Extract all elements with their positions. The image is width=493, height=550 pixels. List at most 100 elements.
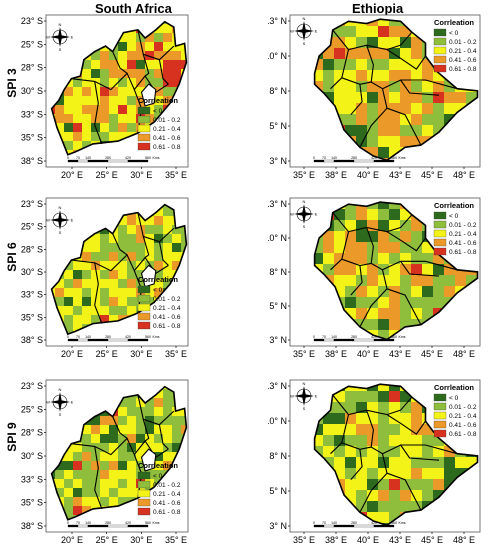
y-tick-label: 38° S: [21, 521, 43, 531]
grid-cell: [136, 87, 145, 96]
grid-cell: [422, 468, 433, 479]
grid-cell: [356, 136, 367, 147]
grid-cell: [314, 435, 323, 446]
grid-cell: [82, 252, 91, 261]
grid-cell: [378, 202, 389, 209]
correlation-legend: Corrleation < 0 0.01 - 0.2 0.21 - 0.4 0.41 -…: [433, 201, 477, 256]
grid-cell: [109, 497, 118, 506]
grid-cell: [64, 87, 73, 96]
grid-cell: [136, 51, 145, 60]
grid-cell: [55, 288, 64, 297]
grid-cell: [109, 51, 118, 60]
grid-cell: [314, 446, 323, 457]
grid-cell: [136, 434, 145, 443]
legend-label: < 0: [153, 108, 163, 115]
compass-label: E: [71, 218, 74, 223]
grid-cell: [118, 123, 127, 132]
x-tick-label: 45° E: [421, 535, 443, 545]
grid-cell: [118, 60, 127, 69]
grid-cell: [118, 261, 127, 270]
grid-cell: [356, 231, 367, 242]
scale-bar-label: 560: [145, 335, 151, 339]
legend-title: Corrleation: [434, 383, 474, 392]
grid-cell: [367, 103, 378, 114]
legend-swatch: [433, 402, 447, 411]
grid-cell: [334, 242, 345, 253]
grid-cell: [100, 96, 109, 105]
grid-cell: [378, 48, 389, 59]
grid-cell: [389, 479, 400, 490]
legend-label: 0.61 - 0.8: [449, 249, 477, 256]
compass-label: S: [303, 41, 306, 46]
legend-swatch: [137, 498, 151, 507]
grid-cell: [82, 105, 91, 114]
grid-cell: [345, 92, 356, 103]
grid-cell: [100, 488, 109, 497]
grid-cell: [411, 136, 422, 147]
grid-cell: [145, 60, 154, 69]
grid-cell: [411, 275, 422, 286]
grid-cell: [73, 288, 82, 297]
scale-bar-label: 70: [76, 156, 80, 160]
y-tick-label: 25° S: [21, 404, 43, 414]
grid-cell: [356, 479, 367, 490]
grid-cell: [181, 42, 187, 51]
grid-cell: [127, 33, 136, 42]
grid-cell: [433, 297, 444, 308]
grid-cell: [73, 306, 82, 315]
y-tick-label: 3° N: [269, 156, 287, 166]
grid-cell: [389, 402, 400, 413]
grid-cell: [367, 19, 378, 26]
grid-cell: [455, 468, 466, 479]
grid-cell: [64, 297, 73, 306]
grid-cell: [334, 220, 345, 231]
grid-cell: [314, 81, 323, 92]
grid-cell: [118, 297, 127, 306]
grid-cell: [356, 264, 367, 275]
grid-cell: [82, 497, 91, 506]
y-tick-label: 23° S: [21, 381, 43, 391]
legend-swatch: [433, 211, 447, 220]
compass-label: W: [46, 35, 50, 40]
grid-cell: [136, 60, 145, 69]
grid-cell: [345, 446, 356, 457]
grid-cell: [64, 123, 73, 132]
grid-cell: [334, 402, 345, 413]
grid-cell: [82, 434, 91, 443]
grid-cell: [55, 297, 64, 306]
x-tick-label: 45° E: [421, 349, 443, 359]
grid-cell: [118, 497, 127, 506]
grid-cell: [378, 103, 389, 114]
grid-cell: [345, 468, 356, 479]
x-tick-label: 35° E: [165, 535, 187, 545]
grid-cell: [378, 286, 389, 297]
legend-label: 0.61 - 0.8: [449, 66, 477, 73]
grid-cell: [154, 216, 163, 225]
legend-label: 0.21 - 0.4: [449, 231, 477, 238]
grid-cell: [433, 253, 444, 264]
grid-cell: [118, 78, 127, 87]
grid-cell: [367, 424, 378, 435]
legend-swatch: [137, 294, 151, 303]
grid-cell: [411, 59, 422, 70]
compass-label: E: [71, 400, 74, 405]
grid-cell: [163, 33, 172, 42]
grid-cell: [389, 264, 400, 275]
y-tick-label: 35° S: [21, 498, 43, 508]
grid-cell: [367, 92, 378, 103]
y-tick-label: 35° S: [21, 312, 43, 322]
grid-cell: [400, 264, 411, 275]
grid-cell: [389, 59, 400, 70]
grid-cell: [378, 275, 389, 286]
grid-cell: [100, 461, 109, 470]
grid-cell: [389, 501, 400, 512]
grid-cell: [127, 87, 136, 96]
grid-cell: [356, 59, 367, 70]
scale-bar-label: 280: [351, 335, 357, 339]
y-tick-label: 35° S: [21, 133, 43, 143]
grid-cell: [73, 315, 82, 324]
grid-cell: [356, 103, 367, 114]
grid-cell: [411, 242, 422, 253]
grid-cell: [367, 402, 378, 413]
y-tick-label: 8° N: [269, 267, 287, 277]
